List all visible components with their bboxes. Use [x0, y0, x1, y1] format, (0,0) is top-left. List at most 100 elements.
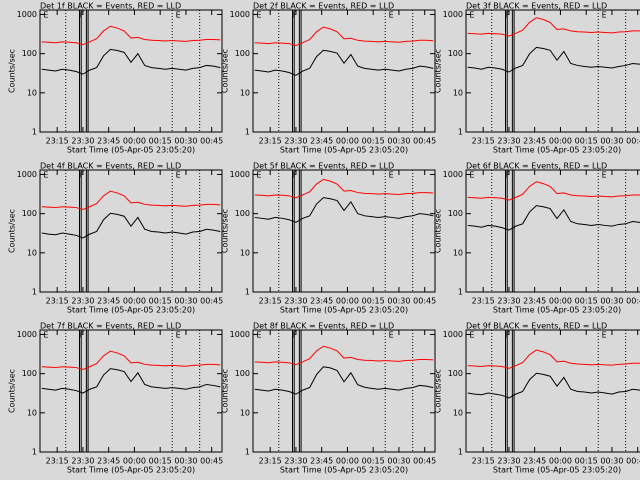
x-tick-label: 00:45 [626, 297, 640, 306]
x-tick-label: 00:30 [387, 137, 410, 146]
y-tick-label: 100 [448, 49, 463, 58]
y-tick-label: 100 [235, 49, 250, 58]
plot-frame [39, 329, 223, 453]
x-tick-label: 23:45 [97, 297, 120, 306]
annotation: E [602, 331, 607, 340]
data-line [467, 181, 640, 201]
x-tick-label: 23:30 [497, 297, 520, 306]
data-line [41, 368, 221, 394]
annotation: E [469, 171, 474, 180]
x-tick-label: 00:00 [549, 137, 572, 146]
x-tick-label: 00:45 [626, 137, 640, 146]
data-line [254, 49, 434, 76]
y-axis-label: Counts/sec [221, 209, 230, 253]
x-tick-label: 23:30 [71, 137, 94, 146]
annotation: F [505, 331, 510, 340]
x-tick-label: 00:30 [387, 297, 410, 306]
x-axis-label: Start Time (05-Apr-05 23:05:20) [67, 306, 195, 315]
x-tick-label: 23:30 [284, 137, 307, 146]
y-tick-label: 1 [458, 128, 463, 137]
x-tick-label: 00:30 [174, 137, 197, 146]
y-tick-label: 1000 [443, 170, 463, 179]
x-tick-label: 00:30 [387, 457, 410, 466]
x-tick-label: 23:30 [71, 297, 94, 306]
plot-frame [465, 9, 640, 133]
y-axis-label: Counts/sec [8, 369, 17, 413]
chart-title: Det 3f BLACK = Events, RED = LLD [466, 2, 607, 11]
x-tick-label: 00:15 [362, 137, 385, 146]
data-line [254, 26, 434, 46]
x-tick-label: 23:15 [472, 297, 495, 306]
x-tick-label: 00:45 [200, 297, 223, 306]
plot-frame [252, 169, 436, 293]
annotation: F [505, 171, 510, 180]
x-tick-label: 23:45 [523, 457, 546, 466]
x-tick-label: 00:30 [600, 457, 623, 466]
y-tick-label: 10 [27, 88, 37, 97]
plot-frame [465, 329, 640, 453]
annotation: F [292, 171, 297, 180]
x-tick-label: 00:00 [123, 137, 146, 146]
x-tick-label: 00:45 [200, 457, 223, 466]
y-axis-label: Counts/sec [8, 209, 17, 253]
y-tick-label: 1 [458, 448, 463, 457]
annotation: E [389, 331, 394, 340]
x-tick-label: 00:30 [600, 297, 623, 306]
annotation: E [602, 11, 607, 20]
annotation: E [602, 171, 607, 180]
x-tick-label: 00:45 [200, 137, 223, 146]
y-tick-label: 10 [27, 248, 37, 257]
x-tick-label: 23:45 [97, 457, 120, 466]
x-tick-label: 23:30 [284, 297, 307, 306]
x-tick-label: 00:30 [174, 297, 197, 306]
data-line [41, 190, 221, 210]
chart-title: Det 5f BLACK = Events, RED = LLD [253, 162, 394, 171]
y-tick-label: 1000 [17, 170, 37, 179]
x-tick-label: 00:45 [413, 297, 436, 306]
plot-frame [39, 9, 223, 133]
annotation: E [176, 331, 181, 340]
annotation: E [176, 11, 181, 20]
plot-frame [39, 169, 223, 293]
x-tick-label: 00:45 [413, 457, 436, 466]
x-tick-label: 00:15 [149, 297, 172, 306]
y-tick-label: 100 [448, 369, 463, 378]
y-axis-label: Counts/sec [434, 369, 443, 413]
x-axis-label: Start Time (05-Apr-05 23:05:20) [67, 466, 195, 475]
x-tick-label: 23:15 [46, 137, 69, 146]
x-axis-label: Start Time (05-Apr-05 23:05:20) [280, 466, 408, 475]
x-tick-label: 00:15 [149, 457, 172, 466]
x-tick-label: 23:15 [259, 457, 282, 466]
y-tick-label: 1 [32, 288, 37, 297]
chart-title: Det 8f BLACK = Events, RED = LLD [253, 322, 394, 331]
x-axis-label: Start Time (05-Apr-05 23:05:20) [280, 146, 408, 155]
x-axis-label: Start Time (05-Apr-05 23:05:20) [67, 146, 195, 155]
x-tick-label: 23:15 [259, 297, 282, 306]
y-tick-label: 10 [453, 408, 463, 417]
plot-frame [252, 9, 436, 133]
y-axis-label: Counts/sec [221, 49, 230, 93]
y-tick-label: 1000 [230, 170, 250, 179]
data-line [41, 212, 221, 239]
x-axis-label: Start Time (05-Apr-05 23:05:20) [493, 146, 621, 155]
annotation: E [176, 171, 181, 180]
y-tick-label: 1 [458, 288, 463, 297]
x-tick-label: 00:15 [575, 457, 598, 466]
y-tick-label: 10 [240, 408, 250, 417]
data-line [467, 205, 640, 231]
data-line [254, 345, 434, 366]
x-tick-label: 00:15 [149, 137, 172, 146]
data-line [467, 17, 640, 37]
x-tick-label: 00:00 [336, 137, 359, 146]
x-axis-label: Start Time (05-Apr-05 23:05:20) [280, 306, 408, 315]
x-tick-label: 23:30 [284, 457, 307, 466]
annotation: E [389, 11, 394, 20]
y-axis-label: Counts/sec [434, 209, 443, 253]
annotation: F [292, 331, 297, 340]
data-line [254, 178, 434, 199]
x-tick-label: 00:15 [362, 297, 385, 306]
y-axis-label: Counts/sec [434, 49, 443, 93]
annotation: F [505, 11, 510, 20]
